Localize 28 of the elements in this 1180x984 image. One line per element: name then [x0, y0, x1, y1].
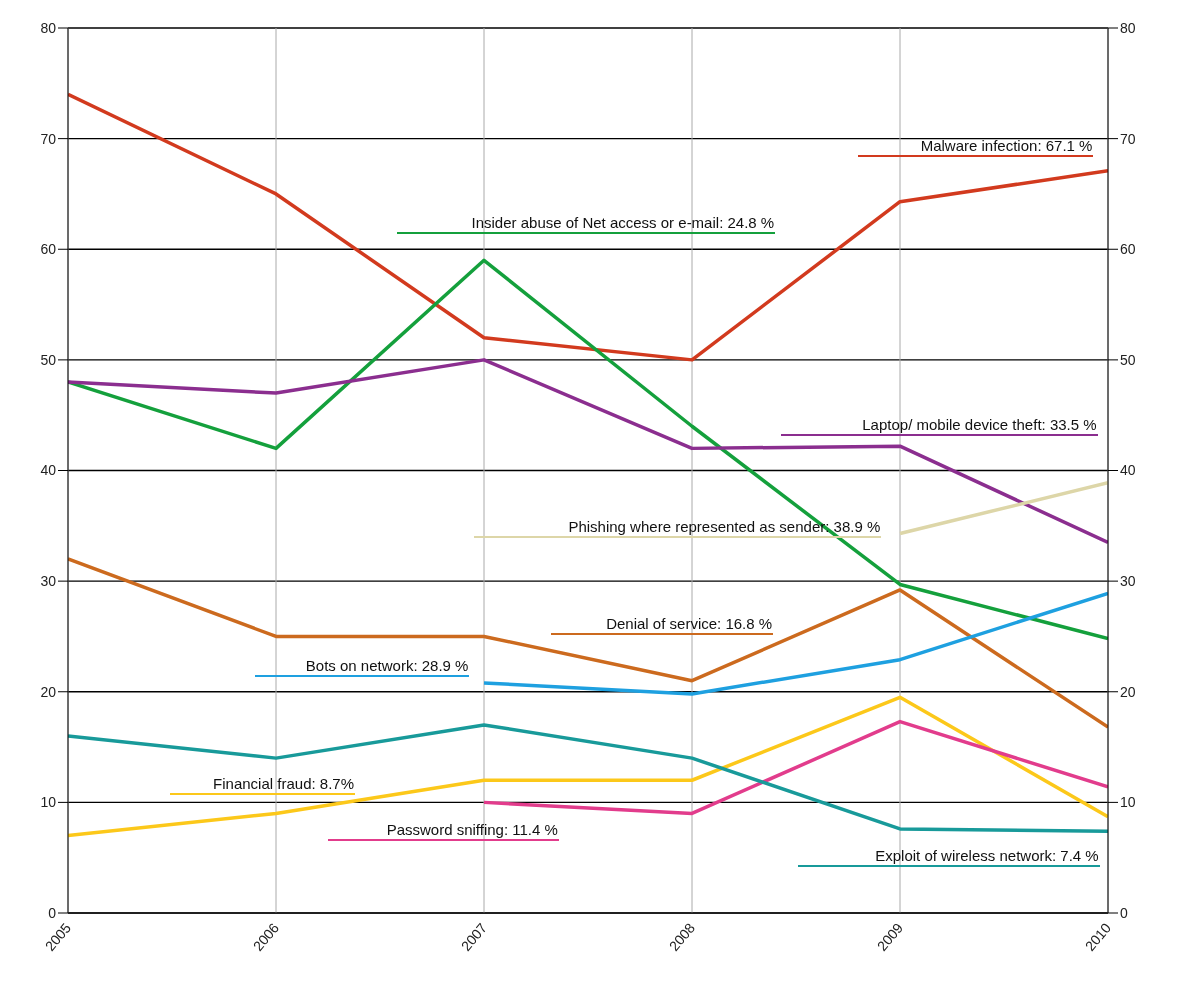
- series-label: Laptop/ mobile device theft: 33.5 %: [862, 416, 1098, 434]
- series-label: Denial of service: 16.8 %: [606, 615, 774, 633]
- y-tick-label: 70: [40, 130, 57, 147]
- y2-tick-label: 30: [1120, 573, 1136, 590]
- y2-tick-label: 80: [1120, 19, 1136, 36]
- series-label: Malware infection: 67.1 %: [920, 137, 1094, 155]
- text: Insider abuse of Net access or e-mail: 24.8 %: [471, 213, 776, 231]
- y-tick-label: 10: [40, 794, 57, 811]
- y2-tick-label: 40: [1120, 462, 1136, 479]
- y2-tick-label: 0: [1120, 904, 1128, 921]
- y2-tick-label: 50: [1120, 351, 1136, 368]
- y2-tick-label: 20: [1120, 683, 1136, 700]
- series-label: Password sniffing: 11.4 %: [386, 821, 559, 839]
- line-series: [482, 591, 1108, 696]
- line-series: [482, 719, 1108, 816]
- y-tick-label: 40: [40, 462, 57, 479]
- y-tick-label: 0: [48, 904, 57, 921]
- series-label: Financial fraud: 8.7%: [213, 774, 355, 792]
- y2-tick-label: 70: [1120, 130, 1136, 147]
- y-tick-label: 50: [40, 351, 57, 368]
- y-tick-label: 80: [40, 19, 57, 36]
- series-label: Exploit of wireless network: 7.4 %: [875, 846, 1100, 864]
- y-tick-label: 30: [40, 573, 57, 590]
- y2-tick-label: 60: [1120, 241, 1136, 258]
- y2-tick-label: 10: [1120, 794, 1136, 811]
- series-label: Bots on network: 28.9 %: [305, 656, 470, 674]
- y-tick-label: 20: [40, 683, 57, 700]
- y-tick-label: 60: [40, 241, 57, 258]
